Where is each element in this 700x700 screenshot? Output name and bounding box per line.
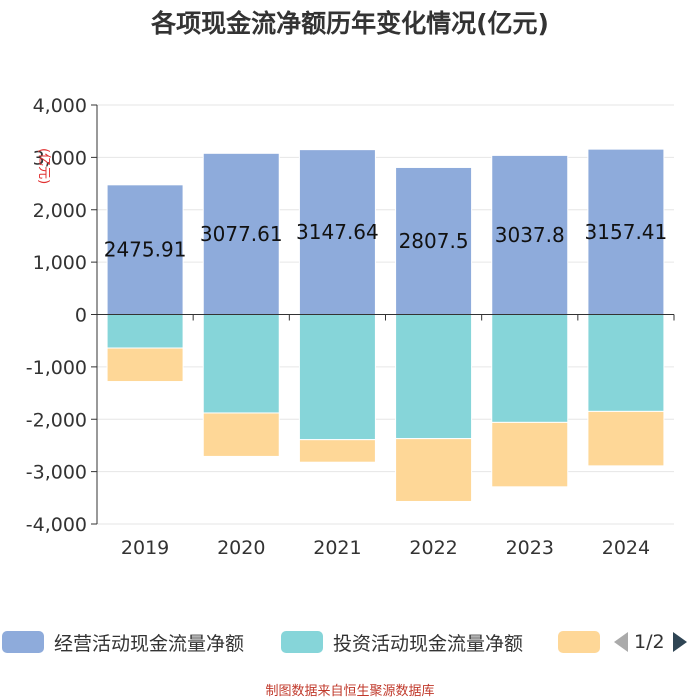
pager-prev-icon[interactable]	[614, 632, 628, 652]
y-tick-label: -4,000	[26, 514, 87, 536]
legend-item-operating[interactable]: 经营活动现金流量净额	[2, 624, 244, 660]
y-tick-label: -1,000	[26, 357, 87, 379]
bar-financing	[106, 347, 184, 383]
legend-swatch-investing	[281, 631, 323, 653]
data-label: 3077.61	[200, 222, 283, 246]
x-tick-label: 2022	[409, 537, 457, 559]
bar-financing	[202, 412, 280, 457]
data-label: 3157.41	[585, 220, 668, 244]
y-tick-label: 1,000	[33, 252, 87, 274]
x-tick-label: 2020	[217, 537, 265, 559]
legend: 经营活动现金流量净额 投资活动现金流量净额 1/2	[0, 624, 700, 660]
bar-investing	[202, 314, 280, 414]
x-tick-label: 2024	[602, 537, 650, 559]
bar-investing	[491, 314, 569, 423]
bar-financing	[491, 421, 569, 488]
legend-item-investing[interactable]: 投资活动现金流量净额	[281, 624, 523, 660]
bar-investing	[106, 314, 184, 349]
bar-financing	[587, 410, 665, 467]
data-source-note: 制图数据来自恒生聚源数据库	[265, 684, 435, 699]
y-tick-label: 4,000	[33, 95, 87, 117]
bar-financing	[395, 438, 473, 502]
y-tick-label: 2,000	[33, 200, 87, 222]
legend-swatch-operating	[2, 631, 44, 653]
data-label: 3147.64	[296, 220, 379, 244]
bar-financing	[298, 439, 376, 463]
x-tick-label: 2023	[506, 537, 554, 559]
y-tick-label: 3,000	[33, 147, 87, 169]
y-tick-label: -3,000	[26, 462, 87, 484]
legend-pager: 1/2	[614, 624, 687, 660]
bar-operating	[202, 152, 280, 315]
y-tick-label: 0	[75, 305, 87, 327]
pager-text: 1/2	[634, 631, 665, 653]
bar-operating	[395, 166, 473, 315]
legend-label-investing: 投资活动现金流量净额	[333, 632, 524, 655]
bar-operating	[491, 154, 569, 315]
y-tick-label: -2,000	[26, 409, 87, 431]
x-tick-label: 2021	[313, 537, 361, 559]
pager-next-icon[interactable]	[672, 632, 687, 652]
bar-operating	[587, 148, 665, 315]
bar-investing	[395, 314, 473, 440]
bar-operating	[106, 184, 184, 315]
data-label: 2807.5	[399, 229, 469, 253]
chart-canvas: 4,000 3,000 2,000 1,000 0 -1,000 -2,000 -3,000 -…	[26, 95, 675, 559]
data-label: 3037.8	[495, 223, 565, 247]
legend-item-financing[interactable]	[558, 624, 610, 660]
y-axis-label: (亿元)	[36, 148, 51, 184]
legend-label-operating: 经营活动现金流量净额	[54, 632, 245, 655]
bar-investing	[298, 314, 376, 441]
x-tick-label: 2019	[121, 537, 169, 559]
legend-swatch-financing	[558, 631, 600, 653]
bar-investing	[587, 314, 665, 412]
data-label: 2475.91	[104, 238, 187, 262]
chart-title: 各项现金流净额历年变化情况(亿元)	[151, 9, 549, 38]
